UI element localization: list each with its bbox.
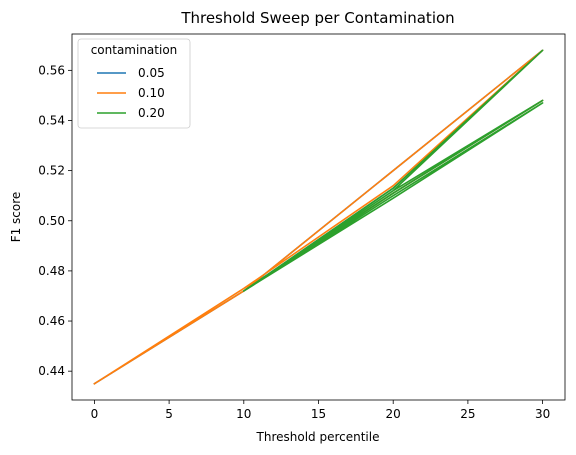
y-tick-label-0: 0.44: [38, 364, 65, 378]
y-tick-label-6: 0.56: [38, 63, 65, 77]
x-tick-label-5: 25: [460, 407, 475, 421]
y-tick-label-3: 0.50: [38, 214, 65, 228]
legend: contamination 0.05 0.10 0.20: [77, 38, 191, 129]
legend-title: contamination: [91, 43, 178, 57]
y-tick-label-2: 0.48: [38, 264, 65, 278]
x-axis-label: Threshold percentile: [256, 430, 380, 444]
series-line-2: [242, 49, 544, 293]
x-tick-label-2: 10: [236, 407, 251, 421]
y-tick-label-5: 0.54: [38, 113, 65, 127]
y-axis-label: F1 score: [9, 192, 23, 243]
x-tick-label-4: 20: [386, 407, 401, 421]
y-axis: 0.44 0.46 0.48 0.50 0.52 0.54 0.56: [38, 63, 72, 378]
x-tick-label-0: 0: [91, 407, 99, 421]
x-tick-label-6: 30: [535, 407, 550, 421]
chart-title: Threshold Sweep per Contamination: [180, 9, 454, 27]
legend-box: [77, 38, 191, 129]
y-tick-label-1: 0.46: [38, 314, 65, 328]
x-axis: 0 5 10 15 20 25 30: [91, 400, 550, 421]
y-tick-label-4: 0.52: [38, 164, 65, 178]
legend-label-0: 0.05: [138, 66, 165, 80]
series-layer: [93, 49, 544, 385]
x-tick-label-1: 5: [165, 407, 173, 421]
x-tick-label-3: 15: [311, 407, 326, 421]
legend-label-2: 0.20: [138, 106, 165, 120]
legend-label-1: 0.10: [138, 86, 165, 100]
